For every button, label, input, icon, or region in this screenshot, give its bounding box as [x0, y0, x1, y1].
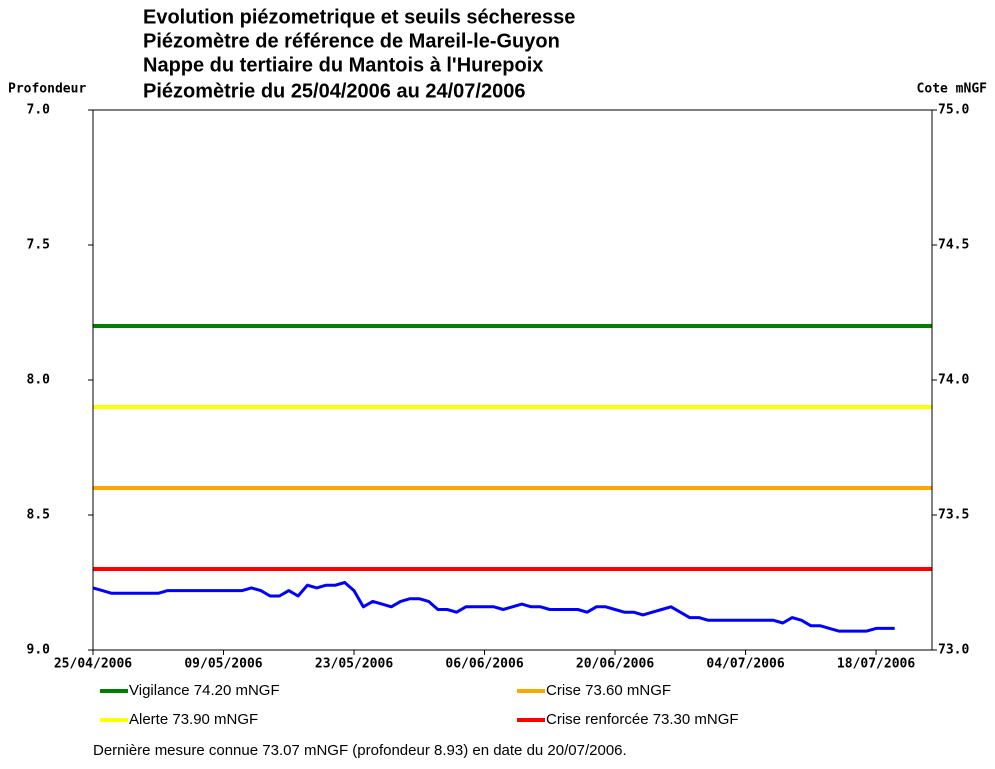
- x-tick-label: 04/07/2006: [706, 657, 784, 672]
- y-tick-label: 8.5: [27, 508, 50, 523]
- y-tick-label: 7.5: [27, 238, 50, 253]
- x-tick-label: 20/06/2006: [576, 657, 654, 672]
- legend-label: Crise renforcée 73.30 mNGF: [546, 711, 739, 728]
- legend-label: Vigilance 74.20 mNGF: [129, 682, 280, 699]
- y2-tick-label: 75.0: [938, 103, 969, 118]
- chart-title: Piézomètre de référence de Mareil-le-Guy…: [143, 30, 560, 52]
- y2-axis-label: Cote mNGF: [917, 82, 988, 97]
- chart-title: Nappe du tertiaire du Mantois à l'Hurepo…: [143, 54, 543, 76]
- y-tick-label: 9.0: [27, 643, 51, 658]
- y2-tick-label: 73.5: [938, 508, 969, 523]
- y-tick-label: 7.0: [27, 103, 51, 118]
- chart-title: Evolution piézometrique et seuils sécher…: [143, 6, 575, 28]
- chart-title: Piézomètrie du 25/04/2006 au 24/07/2006: [143, 80, 525, 102]
- y-tick-label: 8.0: [27, 373, 51, 388]
- x-tick-label: 09/05/2006: [184, 657, 262, 672]
- data-line: [92, 581, 895, 633]
- x-tick-label: 23/05/2006: [315, 657, 393, 672]
- footnote: Dernière mesure connue 73.07 mNGF (profo…: [93, 742, 627, 759]
- y2-tick-label: 74.0: [938, 373, 969, 388]
- x-tick-label: 06/06/2006: [445, 657, 523, 672]
- x-tick-label: 25/04/2006: [54, 657, 132, 672]
- legend-label: Crise 73.60 mNGF: [546, 682, 671, 699]
- legend-label: Alerte 73.90 mNGF: [129, 711, 258, 728]
- y2-tick-label: 73.0: [938, 643, 969, 658]
- x-tick-label: 18/07/2006: [837, 657, 915, 672]
- y-axis-label: Profondeur: [8, 82, 86, 97]
- y2-tick-label: 74.5: [938, 238, 969, 253]
